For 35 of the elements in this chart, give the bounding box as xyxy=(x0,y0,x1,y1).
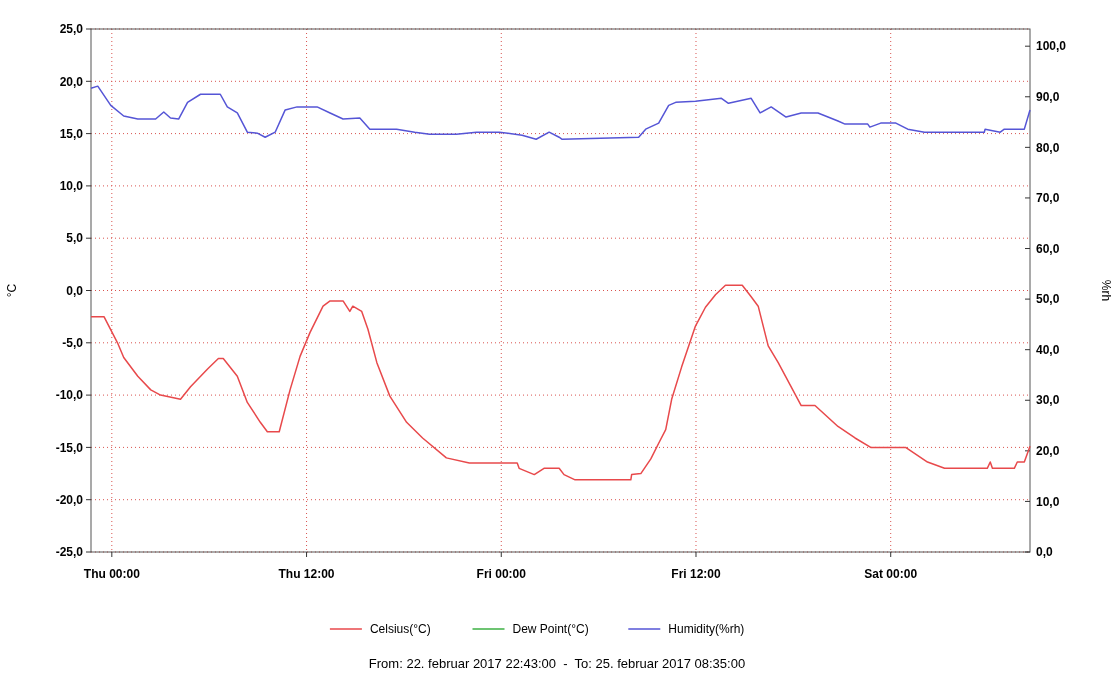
y-tick-label: 15,0 xyxy=(59,126,84,141)
y-tick-label: 10,0 xyxy=(59,179,84,194)
x-tick-label: Thu 12:00 xyxy=(278,567,335,581)
y-tick-label: -10,0 xyxy=(55,388,84,403)
text: From: 22. februar 2017 22:43:00 - To: 25. februar 2017 08:35:00 xyxy=(368,656,746,671)
x-tick-label: Sat 00:00 xyxy=(864,567,918,581)
y2-tick-label: 50,0 xyxy=(1036,292,1060,307)
y2-axis-title: %rh xyxy=(1099,279,1113,302)
x-tick-label: Fri 00:00 xyxy=(476,567,527,581)
y2-tick-label: 40,0 xyxy=(1036,342,1060,357)
y2-tick-label: 20,0 xyxy=(1036,444,1060,459)
legend-label: Humidity(%rh) xyxy=(668,622,745,637)
y2-tick-label: 90,0 xyxy=(1036,89,1060,104)
line-series xyxy=(90,284,1031,481)
y-axis-title: °C xyxy=(5,283,19,298)
y-tick-label: 20,0 xyxy=(59,74,84,89)
y2-tick-label: 100,0 xyxy=(1036,39,1067,54)
y2-tick-label: 0,0 xyxy=(1036,545,1054,560)
x-tick-label: Thu 00:00 xyxy=(83,567,141,581)
y2-tick-label: 70,0 xyxy=(1036,191,1060,206)
y-tick-label: -20,0 xyxy=(55,492,84,507)
y-tick-label: 5,0 xyxy=(66,231,84,246)
y2-tick-label: 60,0 xyxy=(1036,241,1060,256)
y-tick-label: -5,0 xyxy=(62,336,84,350)
x-tick-label: Fri 12:00 xyxy=(671,567,721,581)
y-tick-label: 0,0 xyxy=(66,283,84,298)
legend-label: Dew Point(°C) xyxy=(512,622,589,637)
line-series xyxy=(90,85,1031,141)
y-tick-label: -25,0 xyxy=(55,545,84,560)
y2-tick-label: 10,0 xyxy=(1036,494,1060,509)
y2-tick-label: 80,0 xyxy=(1036,140,1060,155)
y-tick-label: 25,0 xyxy=(59,22,84,37)
y-tick-label: -15,0 xyxy=(55,440,84,455)
y2-tick-label: 30,0 xyxy=(1036,393,1060,408)
legend-label: Celsius(°C) xyxy=(369,622,431,637)
